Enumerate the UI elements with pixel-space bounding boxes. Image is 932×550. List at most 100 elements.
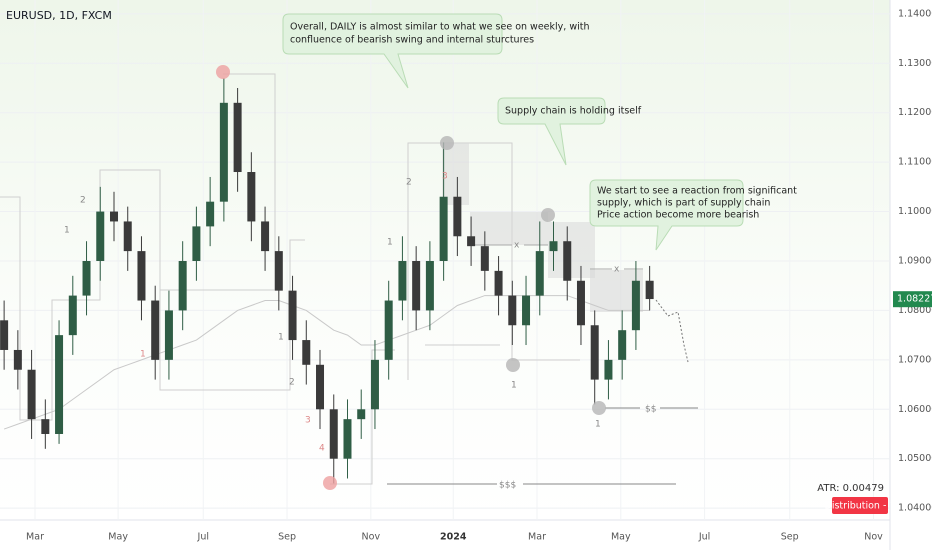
wave-label: 2 <box>289 378 295 388</box>
x-tick-label: May <box>611 532 631 543</box>
candle-body <box>288 290 297 341</box>
wave-label: 1 <box>140 350 146 360</box>
structure-line <box>160 73 276 291</box>
candle-body <box>137 251 146 301</box>
callout: Supply chain is holding itself <box>497 97 642 166</box>
candle-body <box>522 295 531 326</box>
y-tick-label: 1.05000 <box>898 453 932 464</box>
candle-body <box>109 211 118 222</box>
y-tick-label: 1.08000 <box>898 305 932 316</box>
candle-body <box>357 409 366 420</box>
callout-text: Overall, DAILY is almost similar to what… <box>290 22 589 33</box>
atr-label: ATR: 0.00479 <box>817 483 884 494</box>
y-tick-label: 1.12000 <box>898 107 932 118</box>
candle-body <box>480 246 489 271</box>
candle-body <box>398 260 407 301</box>
candle-body <box>27 369 36 420</box>
x-tick-label: Jul <box>698 532 710 543</box>
y-tick-label: 1.04000 <box>898 503 932 514</box>
callout-text: Price action become more bearish <box>597 210 759 221</box>
y-tick-label: 1.13000 <box>898 58 932 69</box>
candle-body <box>41 419 50 434</box>
callout-box <box>497 97 606 166</box>
projection-path <box>655 299 689 363</box>
structure-line <box>407 142 580 380</box>
candle-body <box>412 260 421 311</box>
candle-body <box>549 241 558 252</box>
wave-label: 1 <box>278 333 284 343</box>
annotations: 1 2 1 2 3 4 1 2 3 1 1 1 $$ $$$ x x <box>64 172 656 491</box>
candle-body <box>68 295 77 336</box>
x-tick-label: Nov <box>864 532 883 543</box>
distribution-badge-text: Distribution - 1 <box>825 501 896 512</box>
wave-label: 1 <box>511 381 517 391</box>
y-tick-label: 1.10000 <box>898 206 932 217</box>
candle-body <box>274 251 283 291</box>
wave-label: 4 <box>319 444 325 454</box>
callout-text: supply, which is part of supply chain <box>597 198 770 209</box>
candle-body <box>82 260 91 296</box>
candle-body <box>645 280 654 300</box>
axes: 1.04000 1.05000 1.06000 1.07000 1.08000 1.090… <box>26 8 932 543</box>
liquidity-lines <box>387 244 698 485</box>
candle-body <box>467 236 476 247</box>
y-tick-label: 1.11000 <box>898 157 932 168</box>
swing-high-marker <box>440 136 454 150</box>
supply-zone <box>442 143 469 205</box>
supply-zone <box>470 212 548 245</box>
candle-body <box>604 359 613 380</box>
break-label: x <box>514 241 520 251</box>
x-tick-label: Sep <box>781 532 799 543</box>
distribution-badge <box>832 497 888 514</box>
break-label: x <box>614 265 620 275</box>
swing-high-marker <box>541 208 555 222</box>
candle-body <box>219 102 228 202</box>
wave-label: 1 <box>595 420 601 430</box>
swing-low-marker <box>506 358 520 372</box>
structure-line <box>330 349 395 485</box>
y-tick-label: 1.09000 <box>898 255 932 266</box>
candle-body <box>13 349 22 370</box>
candle-body <box>508 295 517 326</box>
candle-body <box>96 211 105 261</box>
candle-body <box>425 260 434 311</box>
swing-low-marker <box>323 476 337 490</box>
candle-body <box>370 359 379 410</box>
wave-label: 3 <box>305 416 311 426</box>
callout: We start to see a reaction from signific… <box>589 179 797 251</box>
x-tick-label: Jul <box>197 532 209 543</box>
candle-body <box>233 102 242 173</box>
candle-body <box>316 364 325 410</box>
candle-body <box>164 310 173 360</box>
candle-body <box>151 300 160 360</box>
candle-body <box>55 335 64 434</box>
wave-label: 3 <box>442 172 448 182</box>
candle-body <box>384 300 393 360</box>
wave-label: 1 <box>387 238 393 248</box>
wave-label: 2 <box>80 196 86 206</box>
chart-title: EURUSD, 1D, FXCM <box>6 9 112 22</box>
x-tick-label: Sep <box>278 532 296 543</box>
candle-body <box>192 226 201 261</box>
candle-body <box>618 330 627 360</box>
candle-body <box>631 280 640 331</box>
candle-body <box>123 221 132 252</box>
y-tick-label: 1.07000 <box>898 354 932 365</box>
candle-body <box>590 325 599 380</box>
callout-text: We start to see a reaction from signific… <box>597 186 797 197</box>
swing-markers <box>216 65 606 490</box>
callout-box <box>589 179 744 251</box>
candles <box>0 78 654 484</box>
candle-body <box>0 320 9 350</box>
callout: Overall, DAILY is almost similar to what… <box>282 13 589 89</box>
y-tick-label: 1.14000 <box>898 8 932 19</box>
x-tick-label: Nov <box>362 532 381 543</box>
swing-high-marker <box>216 65 230 79</box>
candle-body <box>535 251 544 296</box>
x-tick-label: 2024 <box>440 532 467 543</box>
callout-box <box>282 13 503 89</box>
candle-body <box>494 270 503 296</box>
wave-label: 2 <box>406 178 412 188</box>
